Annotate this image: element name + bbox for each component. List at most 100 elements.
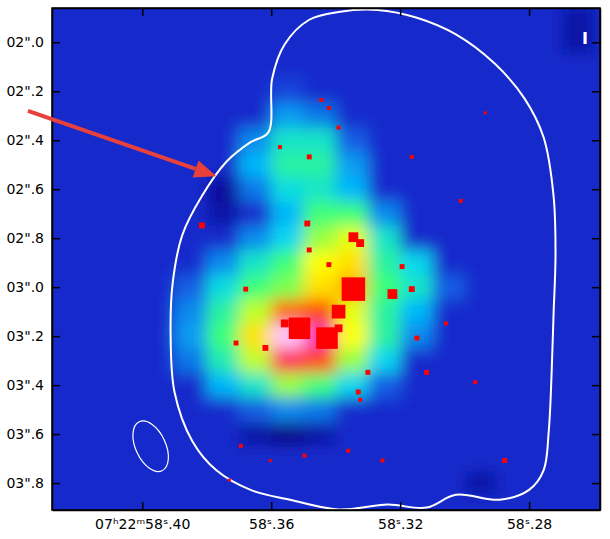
heat-cell: [142, 226, 175, 251]
tick: 02".6: [6, 181, 60, 197]
heat-cell: [207, 30, 240, 55]
source: [332, 305, 346, 319]
heat-cell: [497, 104, 530, 129]
background: [52, 8, 600, 510]
heat-cell: [497, 152, 530, 177]
tick-mark: [52, 336, 60, 338]
heat-cell: [174, 104, 207, 129]
heat-cell: [239, 201, 272, 226]
heat-cell: [78, 275, 111, 300]
heat-cell: [174, 446, 207, 471]
heat-cell: [561, 422, 594, 447]
heat-cell: [142, 8, 175, 31]
tick-mark: [592, 140, 600, 142]
tick-label: 07ʰ22ᵐ58ˢ.40: [95, 516, 190, 532]
heat-cell: [336, 397, 369, 422]
heat-cell: [368, 250, 401, 275]
heat-cell: [400, 226, 433, 251]
heat-cell: [207, 55, 240, 80]
heat-cell: [561, 55, 594, 80]
tick-mark: [271, 8, 273, 16]
tick: [592, 434, 600, 435]
heat-cell: [207, 397, 240, 422]
heat-cell: [400, 446, 433, 471]
tick-mark: [52, 42, 60, 44]
source: [380, 459, 384, 463]
source: [414, 336, 419, 341]
heat-cell: [465, 324, 498, 349]
heat-cell: [561, 299, 594, 324]
heat-cell: [529, 226, 562, 251]
heat-cell: [207, 348, 240, 373]
heat-cell: [271, 104, 304, 129]
heat-cell: [303, 250, 336, 275]
source: [400, 264, 405, 269]
heat-cell: [207, 495, 240, 510]
tick: [592, 238, 600, 239]
source: [459, 199, 463, 203]
tick-mark: [592, 91, 600, 93]
chart: 07ʰ22ᵐ58ˢ.4058ˢ.3658ˢ.3258ˢ.2802".002".2…: [0, 0, 610, 539]
heat-cell: [529, 128, 562, 153]
heat-cell: [432, 30, 465, 55]
heat-cell: [561, 348, 594, 373]
heat-cell: [142, 30, 175, 55]
heat-cell: [465, 397, 498, 422]
heat-cell: [303, 348, 336, 373]
heat-cell: [465, 128, 498, 153]
heat-cell: [239, 226, 272, 251]
heat-cell: [239, 348, 272, 373]
heat-cell: [432, 226, 465, 251]
tick-label: 02".8: [6, 230, 44, 246]
heat-cell: [239, 30, 272, 55]
heat-cell: [78, 446, 111, 471]
heat-cell: [142, 250, 175, 275]
heat-cell: [529, 324, 562, 349]
heat-cell: [465, 152, 498, 177]
heat-cell: [497, 422, 530, 447]
tick: [592, 42, 600, 43]
tick: 02".0: [6, 34, 60, 50]
heat-cell: [561, 471, 594, 496]
heat-cell: [368, 201, 401, 226]
beam: [126, 415, 176, 477]
heat-cell: [78, 226, 111, 251]
heat-cell: [239, 79, 272, 104]
heat-cell: [529, 397, 562, 422]
heat-cell: [465, 8, 498, 31]
source: [307, 154, 312, 159]
source: [502, 458, 507, 463]
heat-cell: [303, 275, 336, 300]
tick: [592, 91, 600, 92]
heat-cell: [529, 471, 562, 496]
source: [410, 155, 414, 159]
heat-cell: [432, 471, 465, 496]
heat-cell: [529, 495, 562, 510]
heat-cell: [78, 324, 111, 349]
heat-cell: [174, 324, 207, 349]
heat-cell: [561, 8, 594, 31]
heat-cell: [465, 275, 498, 300]
heat-cell: [142, 471, 175, 496]
axis: 02".002".202".402".602".803".003".203".4…: [6, 9, 60, 511]
heat-cell: [368, 128, 401, 153]
heat-cell: [110, 104, 143, 129]
heat-cell: [174, 128, 207, 153]
heat-cell: [207, 324, 240, 349]
heat-cell: [174, 422, 207, 447]
tick-label: 03".6: [6, 426, 44, 442]
heat-cell: [110, 79, 143, 104]
source: [228, 479, 231, 482]
source: [281, 319, 289, 327]
heat-cell: [303, 177, 336, 202]
heat-cell: [400, 348, 433, 373]
heat-cell: [465, 55, 498, 80]
heat-cell: [239, 250, 272, 275]
heat-cell: [303, 152, 336, 177]
tick: 03".8: [6, 475, 60, 491]
heat-cell: [78, 299, 111, 324]
heat-cell: [303, 226, 336, 251]
heat-cell: [497, 397, 530, 422]
heat-cell: [174, 55, 207, 80]
heat-cell: [52, 30, 79, 55]
